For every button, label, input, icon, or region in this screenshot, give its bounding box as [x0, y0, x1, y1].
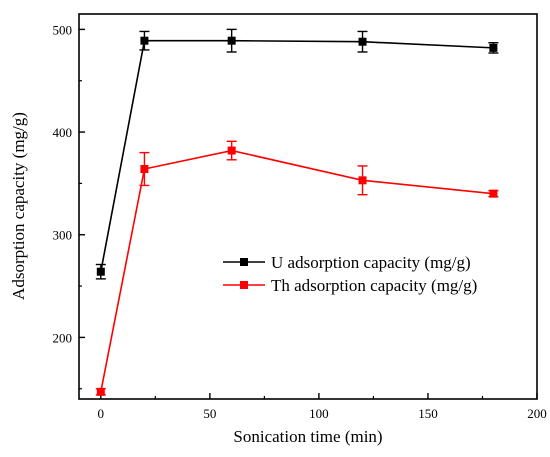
x-axis-label: Sonication time (min)	[233, 427, 382, 446]
series-1	[95, 140, 499, 396]
x-tick-label: 200	[527, 406, 547, 421]
legend: U adsorption capacity (mg/g) Th adsorpti…	[223, 253, 477, 295]
y-tick-label: 500	[53, 22, 73, 37]
data-point	[140, 36, 149, 45]
x-tick-labels: 0 50 100 150 200	[98, 406, 547, 421]
y-tick-label: 400	[53, 125, 73, 140]
x-tick-label: 50	[203, 406, 216, 421]
series-line	[100, 39, 494, 272]
x-tick-label: 100	[309, 406, 329, 421]
series-0	[95, 28, 499, 280]
y-axis-label: Adsorption capacity (mg/g)	[9, 112, 28, 300]
x-tick-label: 150	[418, 406, 438, 421]
legend-label-th: Th adsorption capacity (mg/g)	[271, 276, 477, 295]
legend-label-u: U adsorption capacity (mg/g)	[271, 253, 471, 272]
data-point	[96, 387, 105, 396]
series-layer	[95, 28, 499, 396]
data-point	[96, 267, 105, 276]
legend-marker-u	[240, 258, 248, 266]
data-point	[227, 146, 236, 155]
y-tick-label: 300	[53, 228, 73, 243]
y-tick-labels: 200 300 400 500	[53, 22, 73, 345]
data-point	[227, 36, 236, 45]
axis-ticks	[79, 28, 538, 399]
data-point	[358, 176, 367, 185]
plot-frame	[78, 13, 538, 400]
data-point	[358, 37, 367, 46]
legend-marker-th	[240, 281, 248, 289]
x-tick-label: 0	[98, 406, 105, 421]
data-point	[489, 189, 498, 198]
data-point	[140, 165, 149, 174]
data-point	[489, 43, 498, 52]
y-tick-label: 200	[53, 330, 73, 345]
